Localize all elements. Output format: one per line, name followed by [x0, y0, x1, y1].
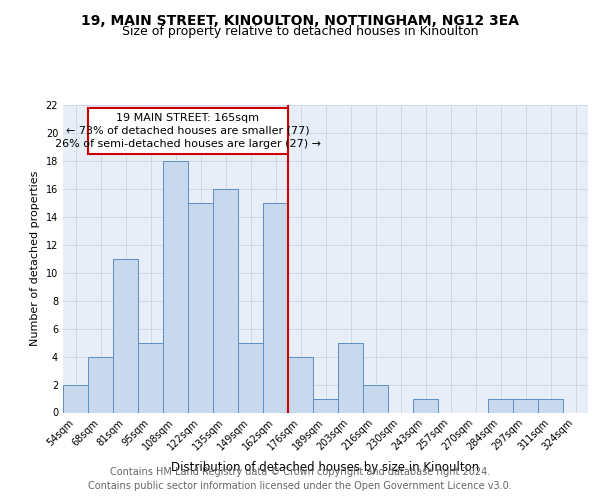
Bar [488, 398, 513, 412]
Bar [513, 398, 538, 412]
Bar [138, 342, 163, 412]
Bar [188, 203, 213, 412]
Bar [338, 342, 363, 412]
Bar [288, 356, 313, 412]
Bar [63, 384, 88, 412]
Bar [263, 203, 288, 412]
Text: 19, MAIN STREET, KINOULTON, NOTTINGHAM, NG12 3EA: 19, MAIN STREET, KINOULTON, NOTTINGHAM, … [81, 14, 519, 28]
Bar [113, 259, 138, 412]
Text: Contains HM Land Registry data © Crown copyright and database right 2024.
Contai: Contains HM Land Registry data © Crown c… [88, 467, 512, 491]
Bar [538, 398, 563, 412]
Text: Size of property relative to detached houses in Kinoulton: Size of property relative to detached ho… [122, 25, 478, 38]
Text: 19 MAIN STREET: 165sqm
← 73% of detached houses are smaller (77)
26% of semi-det: 19 MAIN STREET: 165sqm ← 73% of detached… [55, 112, 321, 149]
FancyBboxPatch shape [88, 108, 288, 154]
Bar [413, 398, 438, 412]
Bar [363, 384, 388, 412]
Bar [88, 356, 113, 412]
Y-axis label: Number of detached properties: Number of detached properties [30, 171, 40, 346]
Bar [313, 398, 338, 412]
Bar [238, 342, 263, 412]
X-axis label: Distribution of detached houses by size in Kinoulton: Distribution of detached houses by size … [172, 460, 479, 473]
Bar [163, 161, 188, 412]
Bar [213, 189, 238, 412]
